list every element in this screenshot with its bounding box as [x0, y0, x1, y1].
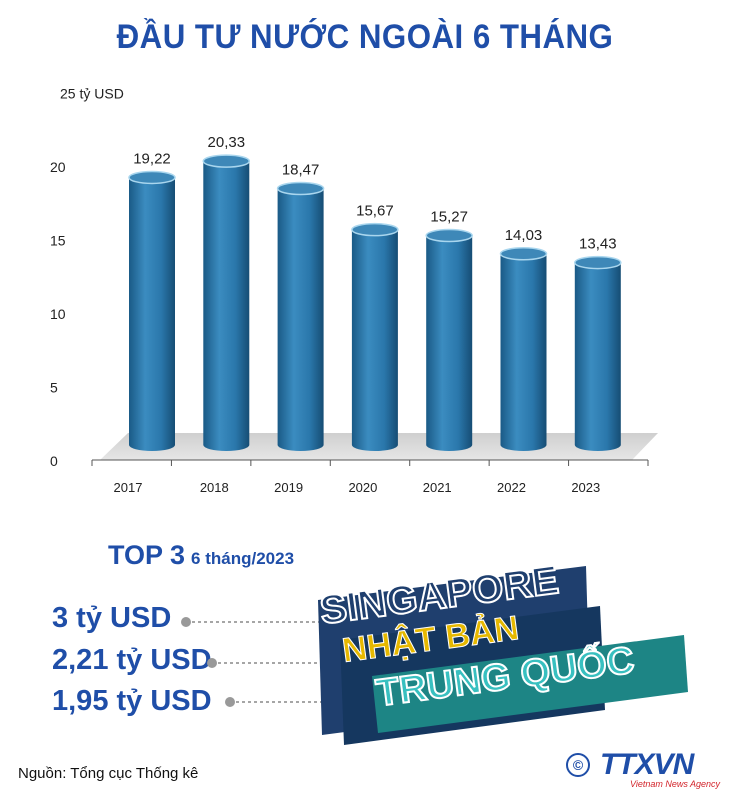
bar [574, 262, 621, 451]
bar [129, 177, 175, 451]
bar-top [128, 170, 176, 185]
leader-dot-singapore [181, 617, 191, 627]
top3-title: TOP 3 [108, 540, 186, 570]
bar [500, 253, 547, 451]
bar [277, 188, 324, 451]
x-tick-label: 2018 [200, 480, 229, 495]
japan-value: 2,21 tỷ USD [52, 644, 212, 676]
logo-name: TTXVN [600, 748, 694, 781]
bar-top [202, 154, 251, 168]
y-tick-label: 20 [50, 159, 66, 175]
logo-text: TTXVN Vietnam News Agency [600, 748, 720, 789]
x-tick-label: 2017 [114, 480, 143, 495]
singapore-value: 3 tỷ USD [52, 602, 172, 634]
y-tick-label: 15 [50, 233, 66, 249]
y-unit-label: 25 tỷ USD [60, 86, 124, 102]
page-title: ĐẦU TƯ NƯỚC NGOÀI 6 THÁNG [116, 18, 614, 56]
x-tick-label: 2021 [423, 480, 452, 495]
bar-top [499, 247, 548, 261]
value-label: 13,43 [579, 236, 617, 253]
top3-heading: TOP 3 6 tháng/2023 [108, 540, 294, 571]
x-tick-label: 2023 [571, 480, 600, 495]
copyright-icon: © [566, 753, 590, 777]
value-label: 14,03 [505, 227, 543, 244]
value-label: 19,22 [133, 150, 171, 167]
bar [351, 229, 398, 451]
bar-top [574, 255, 622, 270]
x-tick-label: 2019 [274, 480, 303, 495]
leader-dot-japan [207, 658, 217, 668]
bar-top [276, 181, 325, 196]
x-tick-label: 2020 [348, 480, 377, 495]
y-tick-label: 10 [50, 306, 66, 322]
y-tick-label: 5 [50, 380, 58, 396]
source-note: Nguồn: Tổng cục Thống kê [18, 765, 199, 782]
bar-top [425, 228, 473, 243]
ttxvn-logo: © TTXVN Vietnam News Agency [566, 748, 720, 789]
logo-subtitle: Vietnam News Agency [630, 779, 721, 789]
value-label: 15,67 [356, 203, 394, 220]
bar-top [351, 222, 399, 237]
bar [426, 235, 473, 451]
value-label: 20,33 [208, 134, 246, 151]
top3-period: 6 tháng/2023 [191, 549, 295, 568]
china-value: 1,95 tỷ USD [52, 685, 212, 717]
x-tick-label: 2022 [497, 480, 526, 495]
value-label: 18,47 [282, 161, 320, 178]
y-tick-label: 0 [50, 453, 58, 469]
leader-dot-china [225, 697, 235, 707]
value-label: 15,27 [430, 209, 468, 226]
bar-chart: 0 5 10 15 20 25 tỷ USD 19,22 2017 20,33 2018 18,47… [50, 86, 658, 495]
bar [203, 161, 250, 452]
